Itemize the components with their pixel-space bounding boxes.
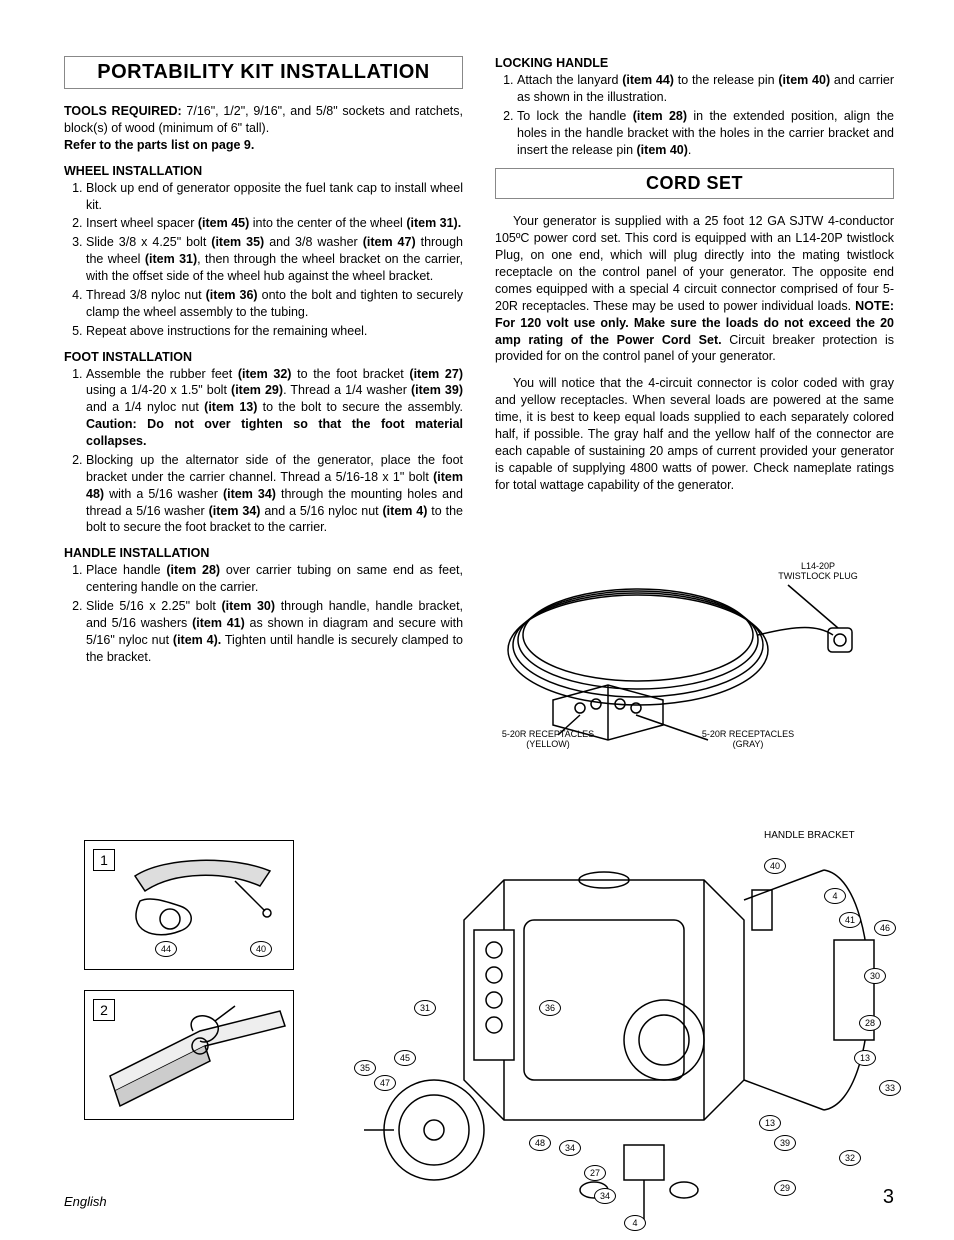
callout-30-main: 30 — [864, 968, 886, 984]
foot-heading: FOOT INSTALLATION — [64, 350, 463, 364]
assembly-figure-area: 1 44 40 2 — [64, 840, 894, 1180]
tools-label: TOOLS REQUIRED: — [64, 104, 182, 118]
cordset-title: CORD SET — [495, 168, 894, 199]
callout-40: 40 — [250, 941, 272, 957]
yellow-label: 5-20R RECEPTACLES(YELLOW) — [488, 730, 608, 750]
figure-2: 2 — [84, 990, 294, 1120]
tools-required-para: TOOLS REQUIRED: 7/16", 1/2", 9/16", and … — [64, 103, 463, 154]
callout-13-main: 13 — [854, 1050, 876, 1066]
wheel-step: Insert wheel spacer (item 45) into the c… — [86, 215, 463, 232]
foot-list: Assemble the rubber feet (item 32) to th… — [64, 366, 463, 537]
handle-list: Place handle (item 28) over carrier tubi… — [64, 562, 463, 665]
callout-13b-main: 13 — [759, 1115, 781, 1131]
foot-step: Assemble the rubber feet (item 32) to th… — [86, 366, 463, 450]
footer-language: English — [64, 1194, 107, 1209]
callout-27-main: 27 — [584, 1165, 606, 1181]
footer-page-number: 3 — [883, 1186, 894, 1209]
wheel-step: Block up end of generator opposite the f… — [86, 180, 463, 214]
wheel-step: Thread 3/8 nyloc nut (item 36) onto the … — [86, 287, 463, 321]
callout-45-main: 45 — [394, 1050, 416, 1066]
callout-34-main: 34 — [559, 1140, 581, 1156]
figure-2-num: 2 — [93, 999, 115, 1021]
cordset-p2: You will notice that the 4-circuit conne… — [495, 375, 894, 493]
portability-title: PORTABILITY KIT INSTALLATION — [64, 56, 463, 89]
callout-35-main: 35 — [354, 1060, 376, 1076]
left-column: PORTABILITY KIT INSTALLATION TOOLS REQUI… — [64, 56, 463, 676]
callout-46-main: 46 — [874, 920, 896, 936]
handle-bracket-label: HANDLE BRACKET — [764, 830, 855, 841]
callout-32-main: 32 — [839, 1150, 861, 1166]
callout-4-main: 4 — [824, 888, 846, 904]
callout-33-main: 33 — [879, 1080, 901, 1096]
page-footer: English 3 — [64, 1186, 894, 1209]
handle-step: Slide 5/16 x 2.25" bolt (item 30) throug… — [86, 598, 463, 666]
callout-28-main: 28 — [859, 1015, 881, 1031]
callout-40-main: 40 — [764, 858, 786, 874]
callout-47-main: 47 — [374, 1075, 396, 1091]
generator-diagram — [324, 840, 894, 1240]
callout-44: 44 — [155, 941, 177, 957]
cordset-p1-a: Your generator is supplied with a 25 foo… — [495, 214, 894, 312]
wheel-step: Repeat above instructions for the remain… — [86, 323, 463, 340]
gray-label: 5-20R RECEPTACLES(GRAY) — [688, 730, 808, 750]
figure-1: 1 44 40 — [84, 840, 294, 970]
figure-1-num: 1 — [93, 849, 115, 871]
handle-heading: HANDLE INSTALLATION — [64, 546, 463, 560]
wheel-heading: WHEEL INSTALLATION — [64, 164, 463, 178]
locking-heading: LOCKING HANDLE — [495, 56, 894, 70]
locking-list: Attach the lanyard (item 44) to the rele… — [495, 72, 894, 158]
wheel-step: Slide 3/8 x 4.25" bolt (item 35) and 3/8… — [86, 234, 463, 285]
foot-step: Blocking up the alternator side of the g… — [86, 452, 463, 536]
callout-31-main: 31 — [414, 1000, 436, 1016]
callout-39-main: 39 — [774, 1135, 796, 1151]
tools-ref: Refer to the parts list on page 9. — [64, 138, 254, 152]
handle-step: Place handle (item 28) over carrier tubi… — [86, 562, 463, 596]
cord-set-figure: L14-20PTWISTLOCK PLUG 5-20R RECEPTACLES(… — [488, 550, 894, 750]
locking-step: Attach the lanyard (item 44) to the rele… — [517, 72, 894, 106]
callout-4b-main: 4 — [624, 1215, 646, 1231]
locking-step: To lock the handle (item 28) in the exte… — [517, 108, 894, 159]
callout-41-main: 41 — [839, 912, 861, 928]
callout-36-main: 36 — [539, 1000, 561, 1016]
plug-label: L14-20PTWISTLOCK PLUG — [763, 562, 873, 582]
cordset-p1: Your generator is supplied with a 25 foo… — [495, 213, 894, 365]
wheel-list: Block up end of generator opposite the f… — [64, 180, 463, 340]
callout-48-main: 48 — [529, 1135, 551, 1151]
